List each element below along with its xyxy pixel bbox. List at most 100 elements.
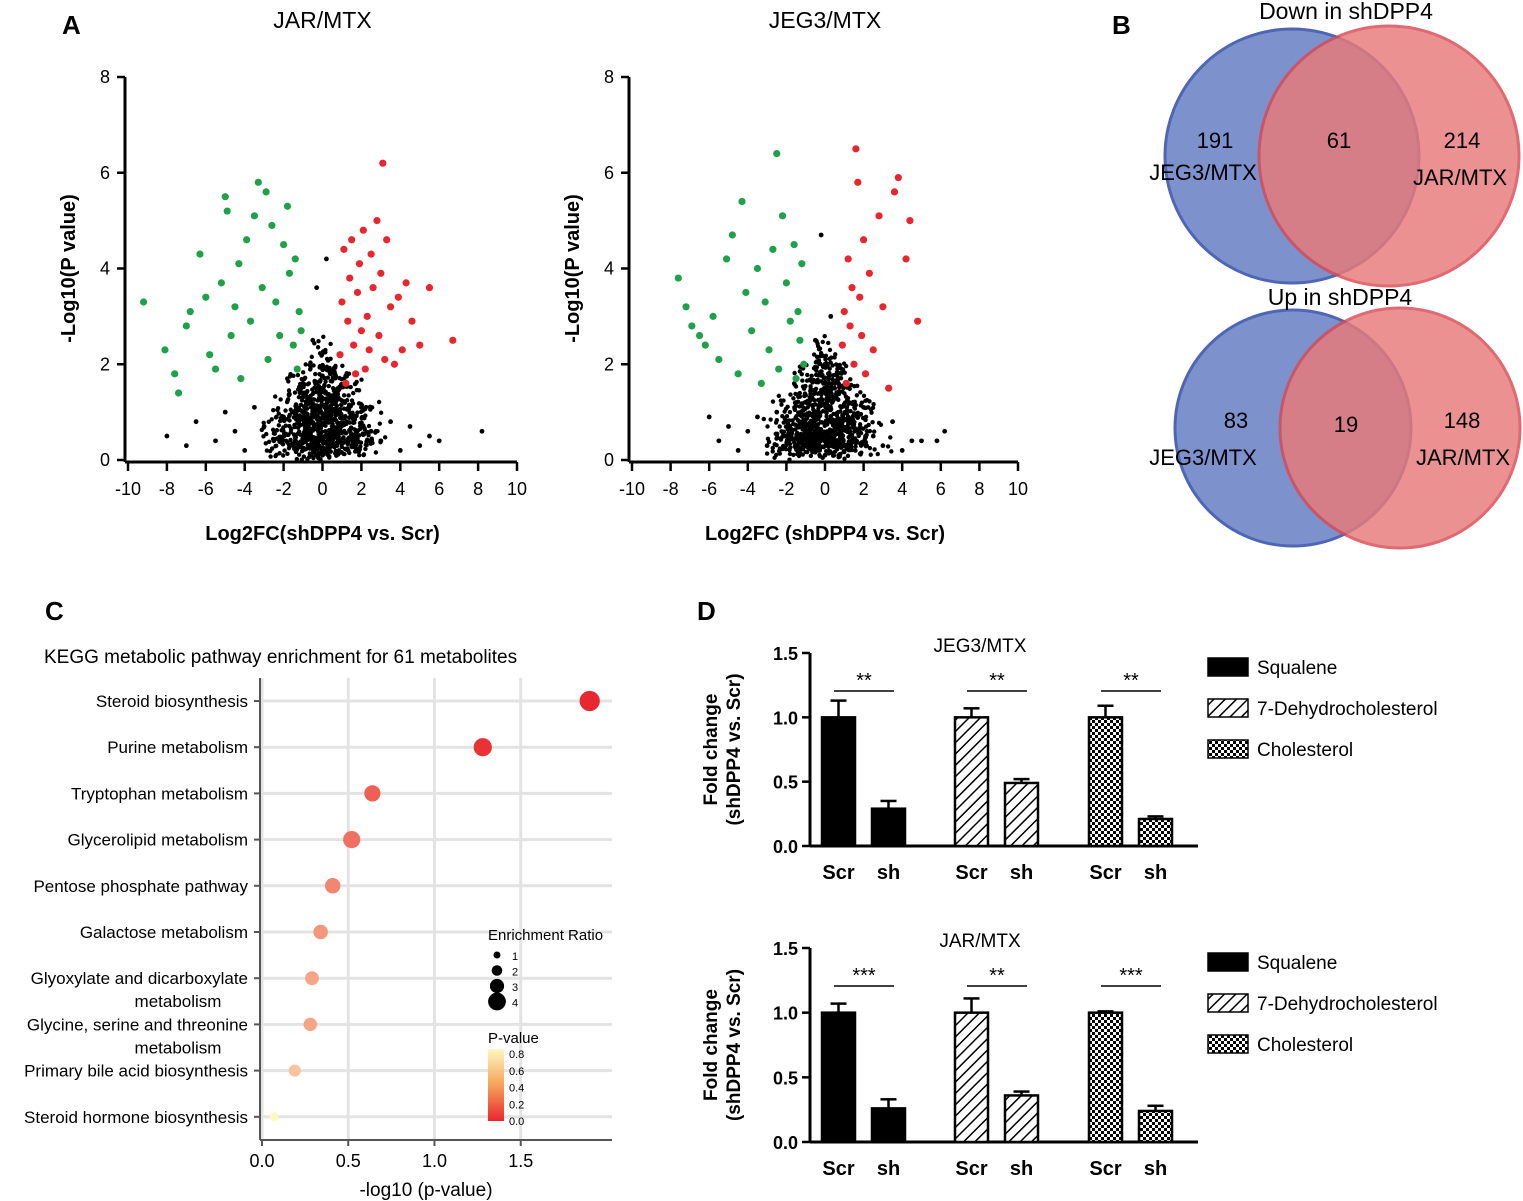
x-tick-label: sh [1144,862,1167,884]
background-point [833,362,839,367]
background-point [813,409,818,414]
background-point [296,394,302,400]
significance-label: ** [1123,670,1139,692]
background-point [847,444,853,450]
background-point [828,427,833,433]
background-point [792,370,797,376]
data-point-down [769,245,777,253]
background-point [808,423,813,429]
color-legend-label: 0.8 [509,1049,524,1061]
background-point [817,431,823,437]
data-point-up [348,236,356,244]
data-point-not-significant [407,424,413,429]
background-point [299,444,304,450]
background-point [789,430,795,436]
x-tick-label: 4 [897,479,907,499]
background-point [845,407,850,413]
background-point [846,439,852,444]
bar-sh [870,807,907,848]
background-point [326,383,331,389]
background-point [332,428,338,433]
pathway-label: metabolism [135,992,222,1011]
data-point-up [383,236,391,244]
background-point [263,441,268,446]
background-point [844,424,850,430]
background-point [376,399,382,405]
background-point [798,413,803,418]
data-point-not-significant [252,404,257,410]
background-point [298,441,303,447]
bar-sh [1003,1094,1040,1144]
significance-label: *** [852,965,876,987]
background-point [842,391,847,396]
background-point [300,415,305,420]
background-point [815,391,821,396]
significance-label: *** [1119,965,1143,987]
background-point [793,391,798,397]
background-point [792,440,797,445]
background-point [261,420,266,425]
background-point [867,428,873,434]
data-point-not-significant [320,452,325,458]
data-point-down [206,351,214,359]
data-point-down [293,365,301,373]
panel-label-a: A [62,10,81,40]
background-point [338,397,343,402]
data-point-up [367,250,375,258]
background-point [321,447,327,453]
background-point [851,422,857,427]
background-point [781,398,786,403]
background-point [329,440,334,446]
pathway-label: Glycine, serine and threonine [27,1015,248,1034]
background-point [864,397,870,403]
background-point [323,347,328,353]
background-point [824,414,829,419]
data-point-up [890,188,899,196]
venn-left-label: JEG3/MTX [1149,160,1257,185]
data-point-not-significant [909,438,915,444]
background-point [287,418,292,423]
data-point-up [449,336,457,344]
background-point [307,396,312,401]
pathway-label: Tryptophan metabolism [71,784,248,803]
background-point [781,420,786,425]
data-point-not-significant [899,448,905,453]
background-point [358,409,364,415]
background-point [787,457,792,462]
background-point [867,445,873,451]
background-point [816,409,821,414]
bar-scr [953,716,990,848]
background-point [836,391,842,397]
venn-circle-jar [1278,306,1522,550]
background-point [817,370,823,376]
background-point [345,440,351,445]
data-point-not-significant [290,443,296,449]
background-point [807,394,812,400]
data-point-up [350,341,358,349]
background-point [830,377,835,382]
data-point-down [722,255,731,263]
x-tick-label: 6 [936,479,946,499]
background-point [791,437,796,442]
data-point-not-significant [861,404,866,410]
size-legend-label: 3 [512,982,518,994]
background-point [839,420,845,426]
background-point [288,437,293,443]
data-point-down [757,379,765,387]
panel-label-d: D [697,596,716,626]
data-point-down [211,365,220,373]
bar-sh [1003,781,1040,848]
background-point [283,408,288,413]
background-point [344,398,350,403]
background-point [803,442,808,447]
background-point [326,449,331,454]
size-legend-marker [493,951,501,959]
background-point [301,381,306,387]
data-point-down [728,231,736,239]
background-point [341,393,347,398]
background-point [373,450,379,455]
background-point [827,356,832,362]
background-point [359,414,365,420]
background-point [361,452,366,458]
data-point-not-significant [853,438,859,444]
